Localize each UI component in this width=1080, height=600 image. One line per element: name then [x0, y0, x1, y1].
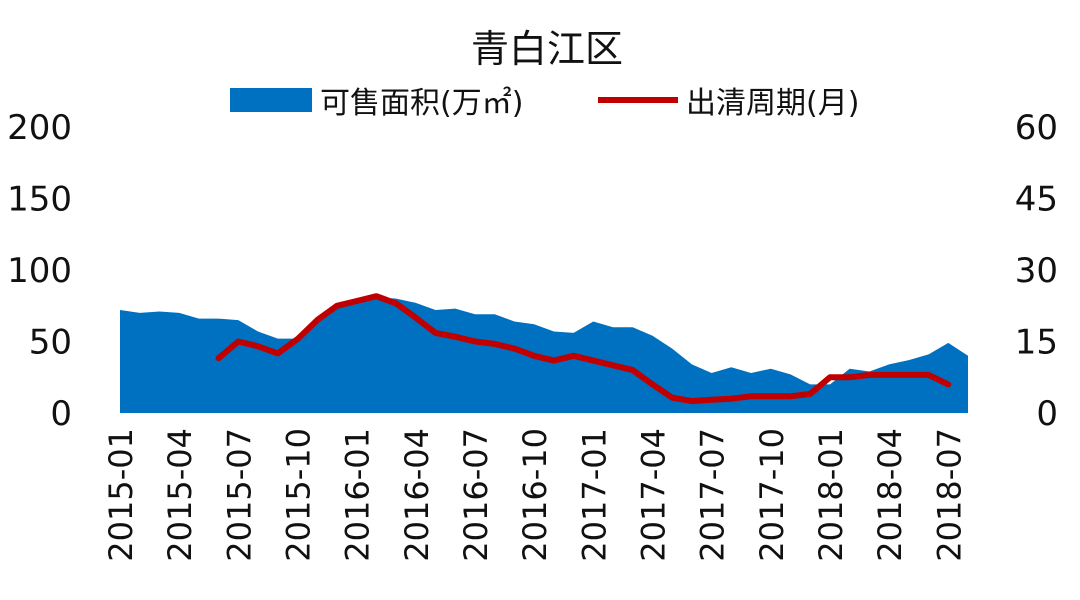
x-axis: 2015-01 2015-04 2015-07 2015-10 2016-01 2016-… — [102, 428, 968, 562]
legend-label-line: 出清周期(月) — [686, 86, 859, 121]
x-tick-label: 2017-07 — [694, 428, 732, 562]
left-tick-label: 100 — [7, 251, 72, 291]
line-series-clearance-period — [215, 293, 952, 405]
x-tick-label: 2015-07 — [220, 428, 258, 562]
left-axis: 200 150 100 50 0 — [7, 108, 72, 434]
legend: 可售面积(万㎡) 出清周期(月) — [230, 86, 859, 121]
legend-label-area: 可售面积(万㎡) — [320, 86, 523, 121]
x-tick-label: 2017-04 — [635, 428, 673, 562]
right-tick-label: 60 — [1015, 108, 1058, 148]
left-tick-label: 150 — [7, 180, 72, 220]
x-tick-label: 2018-04 — [871, 428, 909, 562]
x-tick-label: 2015-10 — [280, 428, 318, 562]
x-tick-label: 2016-10 — [516, 428, 554, 562]
right-tick-label: 30 — [1015, 251, 1058, 291]
left-tick-label: 200 — [7, 108, 72, 148]
x-tick-label: 2016-04 — [398, 428, 436, 562]
x-tick-label: 2015-04 — [161, 428, 199, 562]
x-tick-label: 2017-10 — [753, 428, 791, 562]
right-axis: 60 45 30 15 0 — [1015, 108, 1058, 434]
left-tick-label: 0 — [50, 394, 72, 434]
area-series-supply — [120, 297, 968, 413]
right-tick-label: 0 — [1036, 394, 1058, 434]
x-tick-label: 2016-01 — [339, 428, 377, 562]
right-tick-label: 45 — [1015, 180, 1058, 220]
chart-title: 青白江区 — [471, 27, 623, 71]
left-tick-label: 50 — [29, 323, 72, 363]
x-tick-label: 2016-07 — [457, 428, 495, 562]
x-tick-label: 2018-07 — [930, 428, 968, 562]
x-tick-label: 2018-01 — [812, 428, 850, 562]
x-tick-label: 2015-01 — [102, 428, 140, 562]
plot-area — [120, 293, 968, 413]
legend-swatch-area — [230, 88, 312, 112]
x-tick-label: 2017-01 — [575, 428, 613, 562]
right-tick-label: 15 — [1015, 323, 1058, 363]
